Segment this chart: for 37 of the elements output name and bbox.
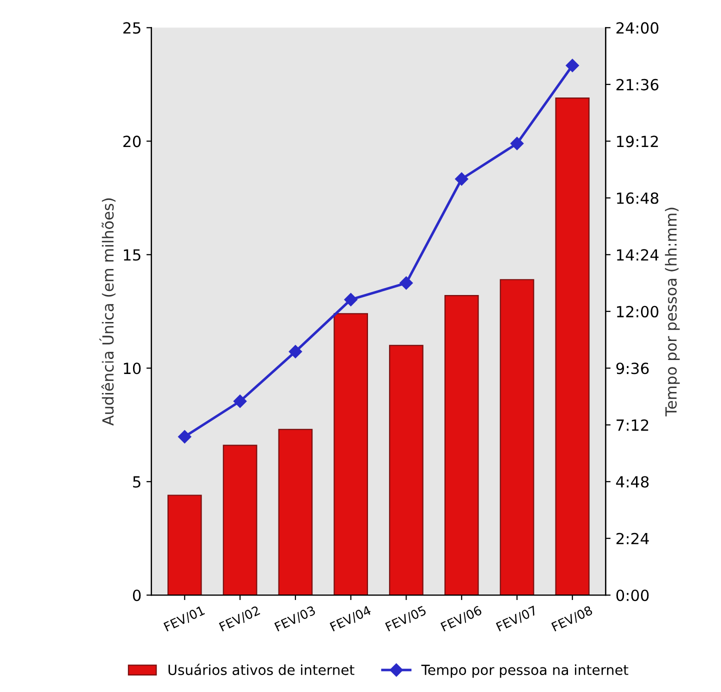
bar [278,428,313,596]
y2-axis-title: Tempo por pessoa (hh:mm) [664,208,680,416]
bar [555,97,590,596]
y2-tick-label: 0:00 [616,590,649,602]
y-tick-label: 10 [124,362,141,374]
y2-tick-label: 7:12 [616,419,648,431]
y-tick-label: 15 [124,249,140,261]
bar [222,444,258,596]
y2-tick-label: 4:48 [616,476,649,488]
point [566,58,579,72]
y-tick-label: 20 [123,136,141,148]
y-tick-label: 5 [133,476,140,488]
bar [444,294,479,596]
point [400,276,413,290]
point [288,345,302,358]
legend-label: Usuários ativos de internet [168,664,354,676]
y-axis-title: Audiência Única (em milhões) [99,198,116,426]
y2-tick-label: 24:00 [616,22,658,34]
y2-tick-label: 14:24 [617,249,659,260]
y-tick-label: 25 [123,22,140,34]
y-tick-label: 0 [132,590,141,602]
point [178,430,192,444]
legend-label: Tempo por pessoa na internet [421,664,628,678]
y2-tick-label: 9:36 [616,362,649,374]
y2-tick-label: 12:00 [617,306,658,318]
point [510,136,524,150]
bar [500,279,534,596]
y2-tick-label: 21:36 [616,78,658,90]
bar [389,344,424,596]
bar [334,313,368,596]
y2-tick-label: 19:12 [617,136,658,148]
bar [167,494,202,596]
point [344,292,358,306]
y2-tick-label: 2:24 [616,532,649,544]
point [233,394,247,408]
y2-tick-label: 16:48 [617,192,658,204]
point [455,172,468,186]
